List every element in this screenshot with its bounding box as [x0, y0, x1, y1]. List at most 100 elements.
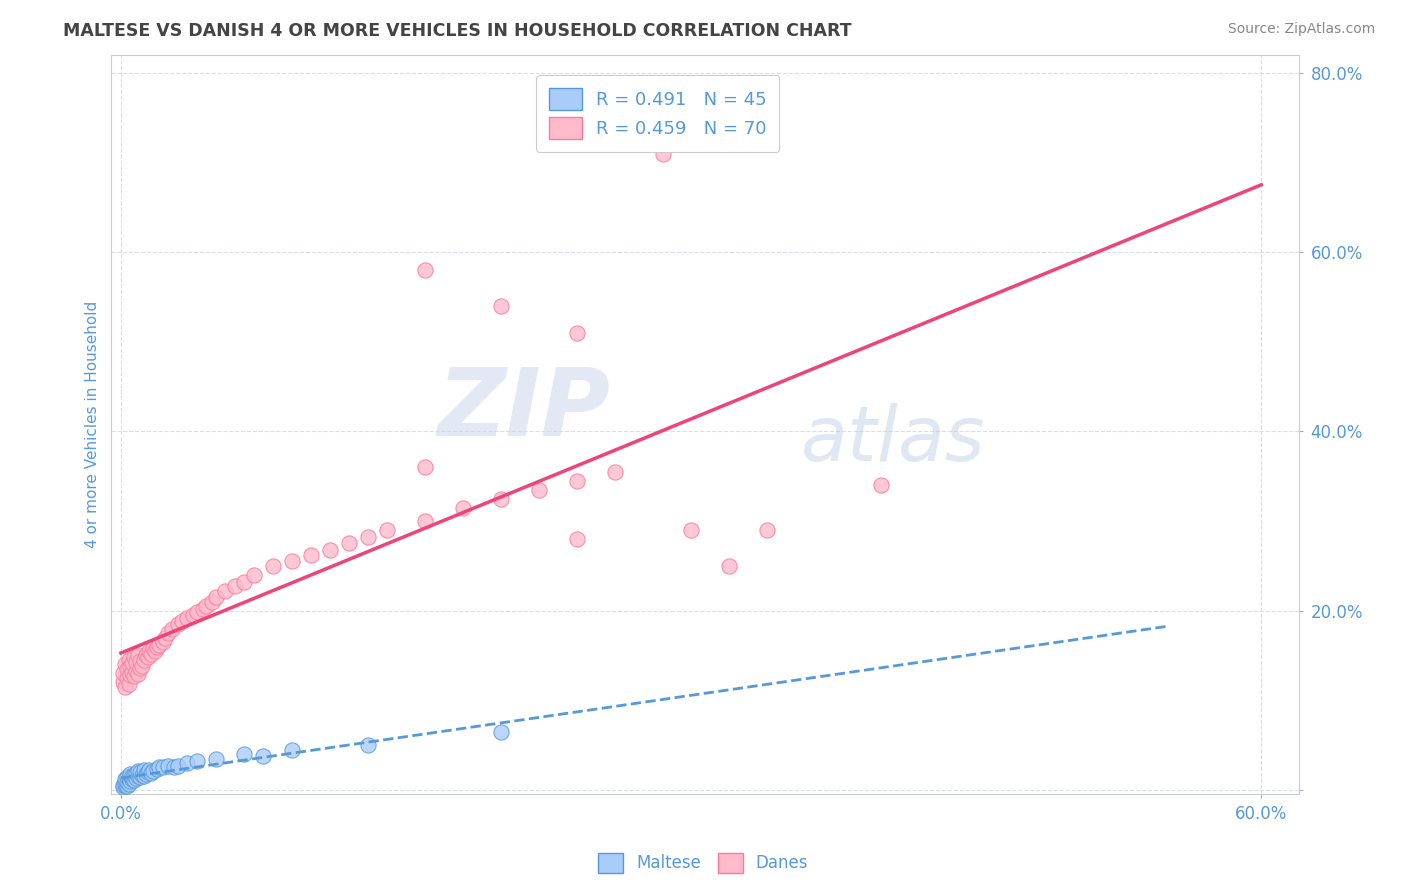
Legend: R = 0.491   N = 45, R = 0.459   N = 70: R = 0.491 N = 45, R = 0.459 N = 70 [537, 75, 779, 152]
Point [413, 460, 436, 475]
Point [127, 764, 149, 778]
Point [114, 772, 136, 786]
Point [565, 326, 588, 340]
Point [117, 776, 139, 790]
Point [163, 760, 186, 774]
Point [115, 662, 138, 676]
Point [451, 500, 474, 515]
Point [160, 622, 183, 636]
Point [114, 657, 136, 672]
Point [129, 764, 152, 779]
Point [125, 771, 148, 785]
Point [122, 767, 145, 781]
Text: ZIP: ZIP [437, 364, 610, 456]
Point [252, 748, 274, 763]
Point [167, 758, 190, 772]
Point [146, 762, 169, 776]
Point [111, 780, 134, 795]
Point [114, 775, 136, 789]
Point [565, 474, 588, 488]
Point [141, 647, 163, 661]
Text: Source: ZipAtlas.com: Source: ZipAtlas.com [1227, 22, 1375, 37]
Text: MALTESE VS DANISH 4 OR MORE VEHICLES IN HOUSEHOLD CORRELATION CHART: MALTESE VS DANISH 4 OR MORE VEHICLES IN … [63, 22, 852, 40]
Point [111, 777, 134, 791]
Point [117, 653, 139, 667]
Point [681, 523, 703, 537]
Point [153, 631, 176, 645]
Point [157, 626, 180, 640]
Point [299, 548, 322, 562]
Point [121, 768, 143, 782]
Point [129, 770, 152, 784]
Point [122, 650, 145, 665]
Point [120, 668, 142, 682]
Point [142, 764, 165, 778]
Point [125, 655, 148, 669]
Point [115, 770, 138, 784]
Point [117, 771, 139, 785]
Point [148, 760, 170, 774]
Point [141, 765, 163, 780]
Point [262, 558, 284, 573]
Point [135, 648, 157, 663]
Point [191, 602, 214, 616]
Point [357, 738, 380, 752]
Point [243, 567, 266, 582]
Point [337, 536, 360, 550]
Point [176, 756, 198, 770]
Point [489, 299, 512, 313]
Point [125, 664, 148, 678]
Point [129, 661, 152, 675]
Point [136, 650, 159, 665]
Point [120, 659, 142, 673]
Point [233, 747, 256, 761]
Point [181, 608, 204, 623]
Text: atlas: atlas [800, 402, 984, 476]
Point [120, 766, 142, 780]
Point [565, 532, 588, 546]
Point [127, 648, 149, 663]
Point [117, 677, 139, 691]
Point [131, 659, 153, 673]
Point [121, 656, 143, 670]
Point [115, 780, 138, 794]
Point [146, 640, 169, 654]
Point [122, 669, 145, 683]
Point [281, 743, 304, 757]
Point [527, 483, 550, 497]
Point [357, 530, 380, 544]
Point [111, 666, 134, 681]
Point [375, 523, 398, 537]
Point [756, 523, 779, 537]
Point [132, 653, 155, 667]
Point [319, 542, 342, 557]
Point [224, 578, 246, 592]
Point [205, 751, 228, 765]
Point [114, 779, 136, 793]
Point [111, 675, 134, 690]
Point [651, 146, 673, 161]
Point [186, 606, 208, 620]
Point [121, 665, 143, 679]
Point [233, 574, 256, 589]
Point [129, 654, 152, 668]
Point [176, 611, 198, 625]
Point [152, 635, 174, 649]
Point [121, 772, 143, 786]
Point [125, 765, 148, 780]
Legend: Maltese, Danes: Maltese, Danes [591, 847, 815, 880]
Point [127, 769, 149, 783]
Point [489, 724, 512, 739]
Point [138, 763, 160, 777]
Point [138, 644, 160, 658]
Y-axis label: 4 or more Vehicles in Household: 4 or more Vehicles in Household [86, 301, 100, 549]
Point [131, 767, 153, 781]
Point [115, 774, 138, 789]
Point [120, 769, 142, 783]
Point [281, 554, 304, 568]
Point [127, 667, 149, 681]
Point [132, 768, 155, 782]
Point [170, 615, 193, 629]
Point [603, 465, 626, 479]
Point [132, 763, 155, 777]
